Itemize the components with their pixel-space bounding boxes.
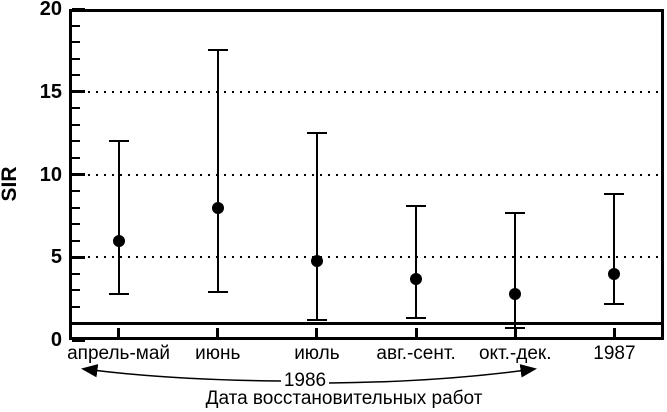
error-bar-cap-top xyxy=(505,211,526,214)
error-bar-cap-bottom xyxy=(207,291,228,293)
y-minor-tick xyxy=(72,74,80,77)
y-minor-tick xyxy=(72,322,80,325)
y-major-tick xyxy=(72,338,85,342)
y-tick-label: 10 xyxy=(39,163,62,186)
y-minor-tick xyxy=(72,156,80,159)
error-bar-cap-top xyxy=(207,49,228,52)
data-point xyxy=(608,267,621,280)
x-tick xyxy=(414,328,418,337)
y-minor-tick xyxy=(72,223,80,226)
error-bar xyxy=(613,194,616,304)
x-tick xyxy=(315,328,319,337)
error-bar-cap-bottom xyxy=(406,317,427,320)
data-point xyxy=(310,254,323,267)
y-tick-label: 20 xyxy=(39,0,62,20)
arrow-left-icon xyxy=(81,364,282,382)
x-tick xyxy=(513,328,517,337)
x-axis-title: Дата восстановительных работ xyxy=(205,388,483,409)
y-major-tick xyxy=(72,7,85,11)
y-minor-tick xyxy=(72,239,80,242)
y-minor-tick xyxy=(72,107,80,110)
x-category-label: авг.-сент. xyxy=(376,343,456,364)
y-minor-tick xyxy=(72,305,80,308)
x-category-label: 1987 xyxy=(593,343,636,364)
y-minor-tick xyxy=(72,57,80,60)
y-tick-label: 5 xyxy=(50,246,62,269)
x-category-label: июль xyxy=(294,343,340,364)
y-minor-tick xyxy=(72,289,80,292)
error-bar-cap-top xyxy=(604,193,625,196)
gridline xyxy=(72,256,661,259)
y-major-tick xyxy=(72,173,85,176)
y-tick-label: 15 xyxy=(39,80,62,103)
x-tick xyxy=(117,328,121,337)
x-category-label: окт.-дек. xyxy=(478,343,552,364)
y-minor-tick xyxy=(72,206,80,209)
data-point xyxy=(509,287,522,300)
y-minor-tick xyxy=(72,123,80,126)
error-bar xyxy=(514,212,517,329)
data-point xyxy=(112,234,125,247)
y-major-tick xyxy=(72,90,85,94)
x-tick xyxy=(216,328,220,337)
year-1986-label: 1986 xyxy=(283,370,327,391)
reference-line xyxy=(72,321,661,325)
error-bar-cap-bottom xyxy=(604,302,625,305)
y-major-tick xyxy=(72,255,85,259)
data-point xyxy=(211,201,224,214)
error-bar-cap-bottom xyxy=(505,327,526,330)
y-minor-tick xyxy=(72,272,80,275)
error-bar-cap-bottom xyxy=(108,292,129,295)
gridline xyxy=(72,90,661,93)
arrow-right-icon xyxy=(328,364,537,384)
x-category-label: апрель-май xyxy=(67,343,171,364)
error-bar xyxy=(216,50,219,292)
gridline xyxy=(72,173,661,176)
error-bar-cap-top xyxy=(108,140,129,143)
error-bar xyxy=(415,205,418,319)
error-bar-cap-top xyxy=(406,204,427,207)
y-minor-tick xyxy=(72,140,80,143)
y-tick-label: 0 xyxy=(50,329,62,351)
error-bar xyxy=(315,133,318,321)
x-tick xyxy=(612,328,616,337)
y-minor-tick xyxy=(72,41,80,44)
error-bar-cap-top xyxy=(306,132,327,135)
error-bar-cap-bottom xyxy=(306,319,327,322)
data-point xyxy=(410,272,423,285)
error-bar xyxy=(117,141,120,294)
y-minor-tick xyxy=(72,190,80,193)
y-minor-tick xyxy=(72,24,80,27)
x-category-label: июнь xyxy=(195,343,241,364)
